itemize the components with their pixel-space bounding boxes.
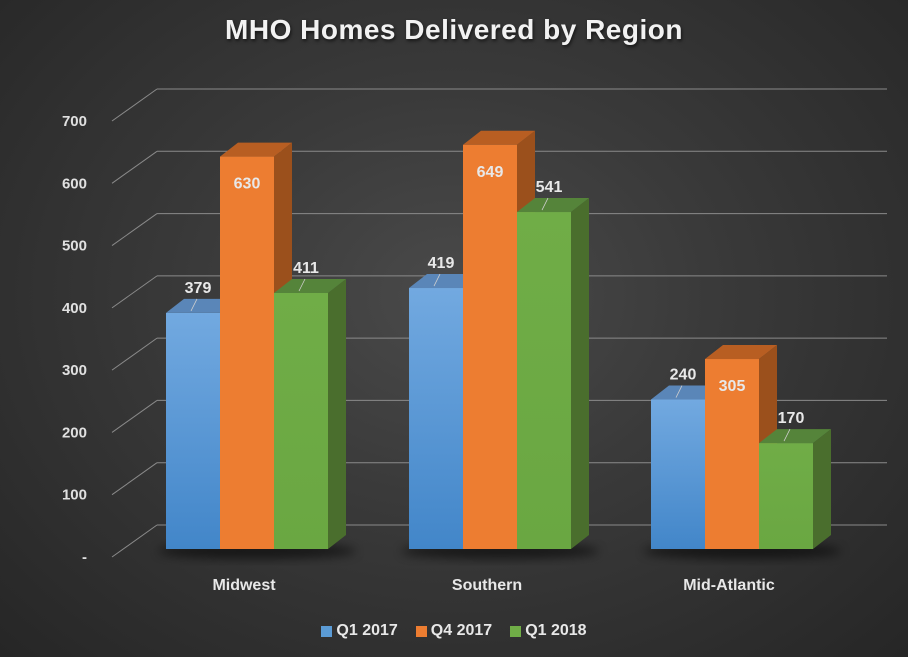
y-tick-label: 500 [62, 238, 87, 255]
bar [274, 279, 346, 549]
bar-group-southern: 419 649 541 [401, 130, 599, 559]
chart-title: MHO Homes Delivered by Region [225, 14, 683, 45]
legend-label: Q1 2018 [525, 622, 587, 639]
legend: Q1 2017 Q4 2017 Q1 2018 [0, 622, 908, 640]
data-label: 379 [185, 280, 212, 297]
x-category-label: Mid-Atlantic [683, 577, 775, 594]
data-label: 649 [477, 164, 504, 181]
y-tick-label: - [82, 549, 87, 566]
data-label: 541 [536, 179, 563, 196]
data-label: 630 [234, 176, 261, 193]
y-tick-label: 300 [62, 362, 87, 379]
legend-swatch-icon [415, 625, 427, 637]
bar-group-mid-atlantic: 240 305 170 [643, 345, 841, 559]
legend-item-q1-2018: Q1 2018 [510, 622, 587, 640]
data-label: 411 [293, 260, 319, 277]
legend-label: Q4 2017 [430, 622, 493, 639]
legend-swatch-icon [321, 625, 333, 637]
y-tick-label: 600 [62, 175, 87, 192]
legend-label: Q1 2017 [336, 622, 398, 639]
legend-item-q4-2017: Q4 2017 [415, 622, 493, 640]
data-label: 305 [719, 378, 746, 395]
legend-item-q1-2017: Q1 2017 [321, 622, 398, 640]
bars: 379 630 411 419 649 541 240 305 170 [158, 130, 841, 559]
x-category-label: Southern [452, 577, 522, 594]
y-tick-label: 700 [62, 113, 87, 130]
gridline [111, 88, 887, 122]
y-tick-label: 400 [62, 300, 87, 317]
y-tick-label: 100 [62, 487, 87, 504]
bar [759, 429, 831, 549]
legend-swatch-icon [510, 625, 522, 637]
x-category-label: Midwest [212, 577, 276, 594]
data-label: 170 [778, 410, 805, 427]
y-tick-label: 200 [62, 424, 87, 441]
data-label: 240 [670, 367, 697, 384]
data-label: 419 [428, 255, 455, 272]
x-axis: Midwest Southern Mid-Atlantic [212, 577, 774, 594]
bar-group-midwest: 379 630 411 [158, 142, 356, 559]
bar [517, 198, 589, 549]
y-axis: - 100 200 300 400 500 600 700 [62, 113, 87, 566]
